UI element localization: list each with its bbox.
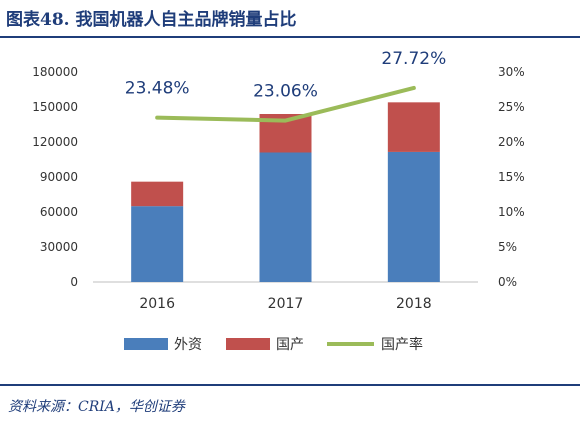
left-axis-tick: 90000: [40, 170, 78, 184]
rate-series-line: [155, 85, 416, 123]
left-axis-tick: 180000: [32, 65, 78, 79]
title-bar: 图表48. 我国机器人自主品牌销量占比: [0, 0, 580, 38]
rate-data-label: 27.72%: [381, 49, 446, 69]
right-axis-tick: 0%: [498, 275, 517, 289]
bar-foreign-2016: [131, 206, 184, 282]
source-bar: 资料来源：CRIA，华创证券: [0, 384, 580, 422]
chart-legend: 外资 国产 国产率: [124, 336, 423, 353]
left-axis-tick: 150000: [32, 100, 78, 114]
x-axis-tick: 2016: [139, 296, 175, 312]
right-axis-tick: 15%: [498, 170, 525, 184]
left-axis-tick: 0: [70, 275, 78, 289]
legend-label-foreign: 外资: [174, 337, 202, 353]
bar-domestic-2018: [387, 102, 440, 152]
right-axis-tick: 20%: [498, 135, 525, 149]
chart-rate-line: [155, 85, 416, 123]
legend-label-rate: 国产率: [381, 336, 423, 353]
legend-swatch-domestic: [226, 338, 270, 350]
left-axis-tick: 60000: [40, 205, 78, 219]
right-axis-tick: 5%: [498, 240, 517, 254]
x-axis-tick: 2017: [268, 296, 304, 312]
left-axis-tick: 120000: [32, 135, 78, 149]
sales-share-chart: 0 30000 60000 90000 120000 150000 180000 0% 5% 10…: [32, 49, 524, 353]
legend-swatch-foreign: [124, 338, 168, 350]
chart-bars: [131, 102, 440, 282]
legend-label-domestic: 国产: [276, 337, 304, 353]
page-title: 图表48. 我国机器人自主品牌销量占比: [6, 10, 297, 30]
left-axis-tick: 30000: [40, 240, 78, 254]
source-note: 资料来源：CRIA，华创证券: [8, 399, 185, 415]
right-axis-tick: 25%: [498, 100, 525, 114]
x-axis-tick: 2018: [396, 296, 432, 312]
chart-data-labels: 23.48% 23.06% 27.72%: [125, 49, 446, 102]
right-axis-tick: 10%: [498, 205, 525, 219]
rate-data-label: 23.48%: [125, 79, 190, 99]
rate-data-label: 23.06%: [253, 82, 318, 102]
right-axis-tick: 30%: [498, 65, 525, 79]
bar-domestic-2016: [131, 181, 184, 207]
chart-axes: 0 30000 60000 90000 120000 150000 180000 0% 5% 10…: [32, 65, 524, 312]
bar-foreign-2017: [259, 152, 312, 282]
bar-foreign-2018: [387, 151, 440, 282]
